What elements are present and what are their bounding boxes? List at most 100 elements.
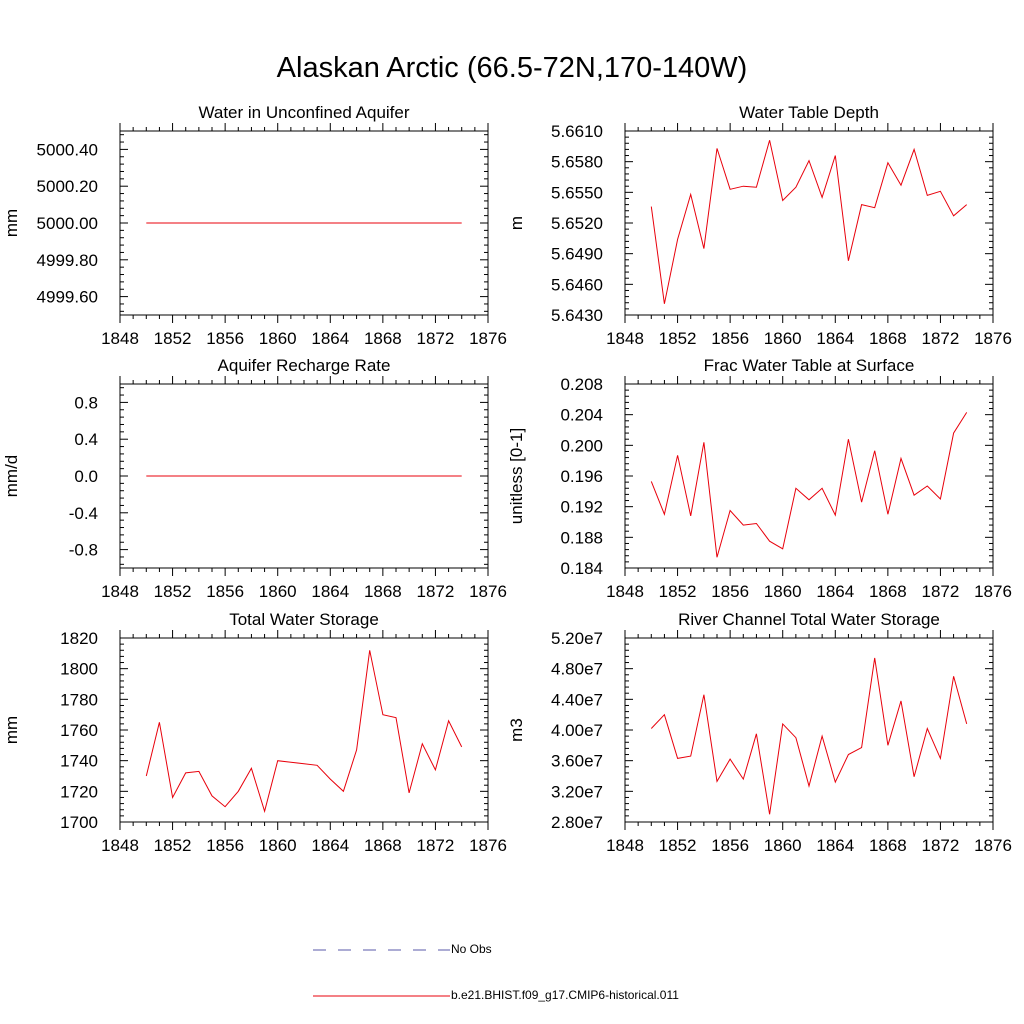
x-tick-label: 1864	[311, 582, 349, 601]
x-tick-label: 1876	[469, 329, 507, 348]
chart-panel-5: Total Water Storage mm 1848 1852 1856 1860 186…	[2, 610, 507, 855]
y-tick-label: 0.204	[560, 406, 603, 425]
panel-title: Aquifer Recharge Rate	[218, 356, 391, 375]
y-tick-label: 3.20e7	[551, 782, 603, 801]
x-tick-label: 1872	[417, 836, 455, 855]
plot-frame	[119, 637, 489, 823]
chart-panel-6: River Channel Total Water Storage m3 1848 1…	[507, 610, 1012, 855]
y-tick-label: 4.40e7	[551, 690, 603, 709]
x-tick-label: 1864	[816, 329, 854, 348]
x-tick-label: 1872	[922, 329, 960, 348]
x-tick-label: 1868	[364, 836, 402, 855]
y-tick-label: 1800	[60, 660, 98, 679]
chart-panel-2: Water Table Depth m 1848 1852 1856 1860 1864 18…	[507, 103, 1012, 348]
x-tick-label: 1848	[101, 329, 139, 348]
y-tick-label: 5.6610	[551, 122, 603, 141]
y-tick-label: 5.6580	[551, 153, 603, 172]
x-tick-label: 1864	[311, 329, 349, 348]
y-tick-label: 0.184	[560, 559, 603, 578]
x-tick-label: 1856	[711, 329, 749, 348]
y-tick-label: 4999.60	[37, 288, 98, 307]
x-tick-label: 1872	[417, 582, 455, 601]
series-line	[650, 140, 968, 304]
x-tick-label: 1848	[606, 836, 644, 855]
y-tick-label: 4.80e7	[551, 660, 603, 679]
plot-frame	[624, 130, 994, 316]
y-tick-label: 5.6490	[551, 245, 603, 264]
y-tick-label: -0.8	[69, 541, 98, 560]
x-tick-label: 1864	[816, 836, 854, 855]
y-tick-label: 5.6550	[551, 183, 603, 202]
y-tick-label: 0.8	[74, 393, 98, 412]
plot-frame	[624, 637, 994, 823]
y-tick-label: -0.4	[69, 504, 98, 523]
y-axis-label: mm/d	[2, 455, 21, 498]
y-tick-label: 0.192	[560, 498, 603, 517]
y-axis-label: mm	[2, 716, 21, 744]
panel-title: Frac Water Table at Surface	[704, 356, 915, 375]
panel-title: Total Water Storage	[229, 610, 379, 629]
x-tick-label: 1860	[259, 329, 297, 348]
x-tick-label: 1860	[764, 329, 802, 348]
y-tick-label: 1740	[60, 752, 98, 771]
x-tick-label: 1860	[764, 582, 802, 601]
x-tick-label: 1868	[869, 329, 907, 348]
y-axis-label: unitless [0-1]	[507, 428, 526, 524]
x-tick-label: 1872	[417, 329, 455, 348]
x-tick-label: 1876	[469, 836, 507, 855]
series-line	[650, 412, 968, 558]
y-tick-label: 0.208	[560, 375, 603, 394]
series-line	[650, 657, 968, 815]
y-tick-label: 0.0	[74, 467, 98, 486]
y-tick-label: 1720	[60, 782, 98, 801]
page-title: Alaskan Arctic (66.5-72N,170-140W)	[276, 52, 748, 84]
x-tick-label: 1852	[154, 329, 192, 348]
x-tick-label: 1876	[974, 329, 1012, 348]
x-tick-label: 1868	[364, 329, 402, 348]
x-tick-label: 1872	[922, 582, 960, 601]
x-tick-label: 1868	[364, 582, 402, 601]
y-tick-label: 0.188	[560, 528, 603, 547]
y-tick-label: 5.6430	[551, 306, 603, 325]
panel-title: River Channel Total Water Storage	[678, 610, 940, 629]
y-tick-label: 5.6520	[551, 214, 603, 233]
x-tick-label: 1856	[206, 836, 244, 855]
x-tick-label: 1852	[659, 582, 697, 601]
y-tick-label: 4999.80	[37, 251, 98, 270]
panel-title: Water Table Depth	[739, 103, 879, 122]
y-tick-label: 1700	[60, 813, 98, 832]
y-tick-label: 5.20e7	[551, 629, 603, 648]
y-tick-label: 5000.40	[37, 140, 98, 159]
x-tick-label: 1864	[311, 836, 349, 855]
y-axis-label: m	[507, 216, 526, 230]
x-tick-label: 1876	[469, 582, 507, 601]
x-tick-label: 1856	[206, 582, 244, 601]
x-tick-label: 1856	[711, 836, 749, 855]
y-axis-label: m3	[507, 718, 526, 742]
x-tick-label: 1864	[816, 582, 854, 601]
y-tick-label: 0.196	[560, 467, 603, 486]
y-tick-label: 4.00e7	[551, 721, 603, 740]
plot-frame	[624, 383, 994, 569]
y-tick-label: 0.200	[560, 436, 603, 455]
y-tick-label: 5000.00	[37, 214, 98, 233]
x-tick-label: 1860	[764, 836, 802, 855]
x-tick-label: 1860	[259, 836, 297, 855]
x-tick-label: 1848	[606, 329, 644, 348]
x-tick-label: 1852	[154, 836, 192, 855]
chart-panel-3: Aquifer Recharge Rate mm/d 1848 1852 1856 186…	[2, 356, 507, 601]
x-tick-label: 1852	[659, 836, 697, 855]
chart-panel-4: Frac Water Table at Surface unitless [0-1…	[507, 356, 1012, 601]
x-tick-label: 1848	[101, 582, 139, 601]
x-tick-label: 1848	[606, 582, 644, 601]
x-tick-label: 1860	[259, 582, 297, 601]
x-tick-label: 1856	[206, 329, 244, 348]
x-tick-label: 1848	[101, 836, 139, 855]
x-tick-label: 1876	[974, 582, 1012, 601]
x-tick-label: 1872	[922, 836, 960, 855]
x-tick-label: 1876	[974, 836, 1012, 855]
y-tick-label: 0.4	[74, 430, 98, 449]
x-tick-label: 1868	[869, 836, 907, 855]
y-tick-label: 5000.20	[37, 177, 98, 196]
